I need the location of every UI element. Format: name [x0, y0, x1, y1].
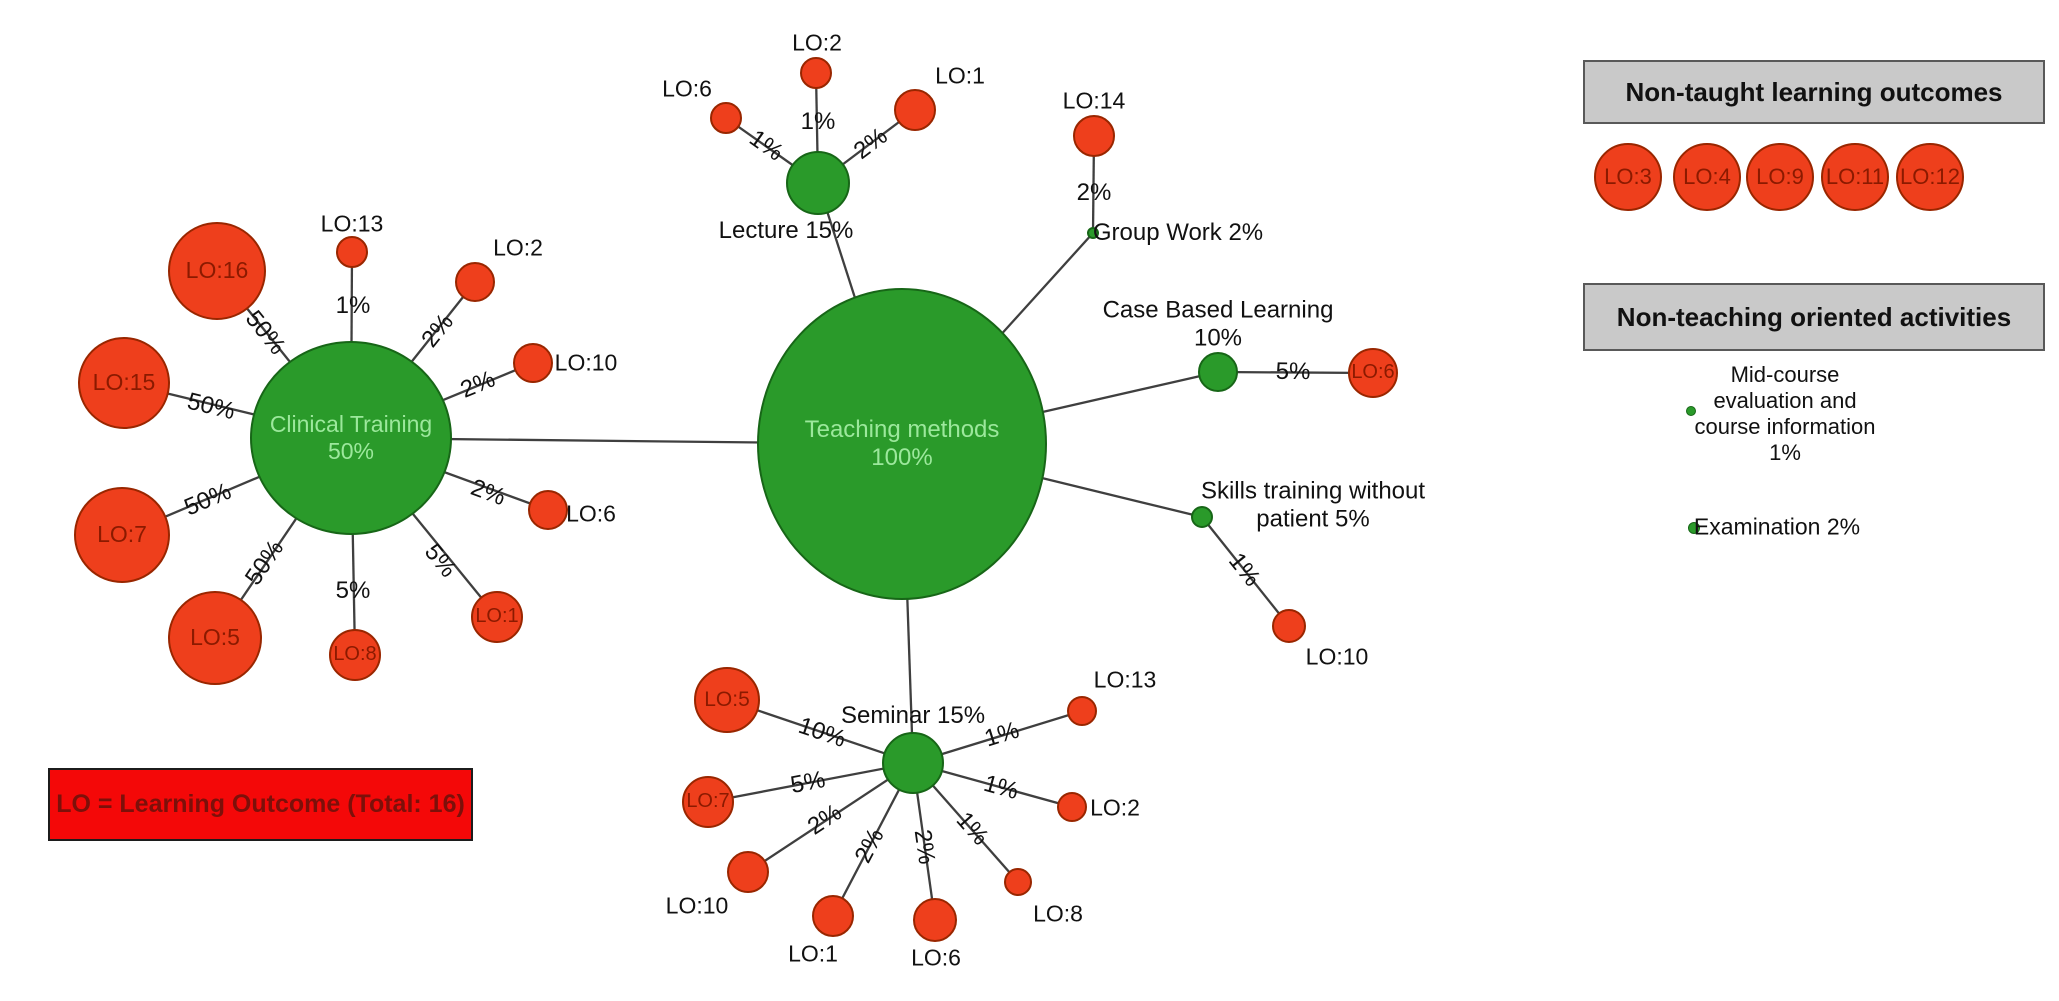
non-teaching-activities-header: Non-teaching oriented activities: [1583, 283, 2045, 351]
node-label-c-lo13: LO:13: [320, 210, 384, 237]
node-casebased: [1198, 352, 1238, 392]
edge-weight-label: 5%: [1275, 357, 1311, 386]
node-label-skills: Skills training without patient 5%: [1200, 477, 1426, 533]
node-label-se-lo6: LO:6: [911, 944, 961, 971]
non-taught-outcome-circle-lo12: LO:12: [1896, 143, 1964, 211]
node-se-lo8: [1004, 868, 1032, 896]
non-taught-outcomes-title: Non-taught learning outcomes: [1625, 76, 2003, 107]
edge-weight-label: 1%: [800, 108, 836, 135]
node-se-lo1: [812, 895, 854, 937]
non-taught-outcome-circle-lo4: LO:4: [1673, 143, 1741, 211]
mid-course-evaluation-label: 1%: [1769, 440, 1801, 465]
node-label-se-lo2: LO:2: [1090, 794, 1140, 821]
non-taught-outcome-circle-lo11: LO:11: [1821, 143, 1889, 211]
node-cb-lo6: LO:6: [1348, 348, 1398, 398]
non-taught-outcomes-header: Non-taught learning outcomes: [1583, 60, 2045, 124]
node-label-se-lo8: LO:8: [1033, 900, 1083, 927]
node-c-lo8: LO:8: [329, 629, 381, 681]
node-se-lo2: [1057, 792, 1087, 822]
node-label-teaching: Teaching methods 100%: [804, 415, 1000, 471]
node-se-lo6: [913, 898, 957, 942]
edge-seminar-se-lo7: [707, 761, 914, 804]
node-label-c-lo6: LO:6: [566, 500, 616, 527]
node-label-c-lo2: LO:2: [493, 234, 543, 261]
node-label-l-lo1: LO:1: [935, 62, 985, 89]
edge-weight-label: 5%: [335, 577, 371, 604]
edge-weight-label: 1%: [335, 292, 371, 319]
non-taught-outcome-circle-lo9: LO:9: [1746, 143, 1814, 211]
examination-dot: [1688, 522, 1700, 534]
node-l-lo1: [894, 89, 936, 131]
node-c-lo5: LO:5: [168, 591, 262, 685]
node-lecture: [786, 151, 850, 215]
node-label-se-lo7: LO:7: [686, 790, 730, 813]
node-label-c-lo1: LO:1: [475, 605, 519, 628]
node-c-lo10: [513, 343, 553, 383]
node-c-lo15: LO:15: [78, 337, 170, 429]
node-g-lo14: [1073, 115, 1115, 157]
mid-course-evaluation-dot: [1686, 406, 1696, 416]
node-label-c-lo5: LO:5: [190, 624, 240, 651]
non-teaching-activities-title: Non-teaching oriented activities: [1616, 301, 2012, 332]
node-se-lo13: [1067, 696, 1097, 726]
node-label-c-lo15: LO:15: [92, 369, 156, 396]
edge-seminar-se-lo10: [747, 762, 914, 873]
node-skills: [1191, 506, 1213, 528]
node-se-lo10: [727, 851, 769, 893]
node-groupwork: [1087, 227, 1099, 239]
node-clinical: Clinical Training 50%: [250, 341, 452, 535]
node-c-lo6: [528, 490, 568, 530]
node-c-lo7: LO:7: [74, 487, 170, 583]
mid-course-evaluation-label: Mid-course: [1730, 362, 1840, 387]
node-label-g-lo14: LO:14: [1062, 87, 1126, 114]
node-label-c-lo16: LO:16: [185, 257, 249, 284]
mid-course-evaluation-label: evaluation and: [1713, 388, 1857, 413]
node-label-s-lo10: LO:10: [1305, 643, 1369, 670]
node-c-lo2: [455, 262, 495, 302]
node-label-se-lo13: LO:13: [1093, 666, 1157, 693]
non-taught-outcome-circle-lo3: LO:3: [1594, 143, 1662, 211]
node-c-lo13: [336, 236, 368, 268]
legend-text: LO = Learning Outcome (Total: 16): [56, 790, 465, 818]
node-teaching: Teaching methods 100%: [757, 288, 1047, 600]
node-label-clinical: Clinical Training 50%: [269, 410, 433, 464]
node-label-casebased: Case Based Learning 10%: [1102, 296, 1334, 352]
node-label-c-lo7: LO:7: [97, 521, 147, 548]
node-s-lo10: [1272, 609, 1306, 643]
node-label-c-lo8: LO:8: [333, 643, 377, 666]
edge-weight-label: 2%: [1076, 179, 1112, 206]
node-label-se-lo10: LO:10: [665, 892, 729, 919]
legend-box: LO = Learning Outcome (Total: 16): [48, 768, 473, 841]
edge-casebased-cb-lo6: [1217, 370, 1374, 375]
node-l-lo6: [710, 102, 742, 134]
node-label-groupwork: Group Work 2%: [1092, 218, 1264, 246]
node-c-lo16: LO:16: [168, 222, 266, 320]
node-c-lo1: LO:1: [471, 591, 523, 643]
node-seminar: [882, 732, 944, 794]
examination-label: Examination 2%: [1693, 513, 1861, 540]
edge-weight-label: 2%: [908, 827, 941, 866]
node-l-lo2: [800, 57, 832, 89]
node-label-c-lo10: LO:10: [554, 349, 618, 376]
node-label-l-lo6: LO:6: [662, 75, 712, 102]
node-se-lo7: LO:7: [682, 776, 734, 828]
node-label-lecture: Lecture 15%: [718, 216, 854, 244]
node-label-cb-lo6: LO:6: [1351, 361, 1395, 384]
node-label-se-lo5: LO:5: [704, 687, 750, 711]
node-label-l-lo2: LO:2: [792, 29, 842, 56]
edge-skills-s-lo10: [1201, 516, 1290, 627]
node-se-lo5: LO:5: [694, 667, 760, 733]
node-label-seminar: Seminar 15%: [840, 701, 986, 729]
mid-course-evaluation-label: course information: [1694, 414, 1876, 439]
node-label-se-lo1: LO:1: [788, 940, 838, 967]
